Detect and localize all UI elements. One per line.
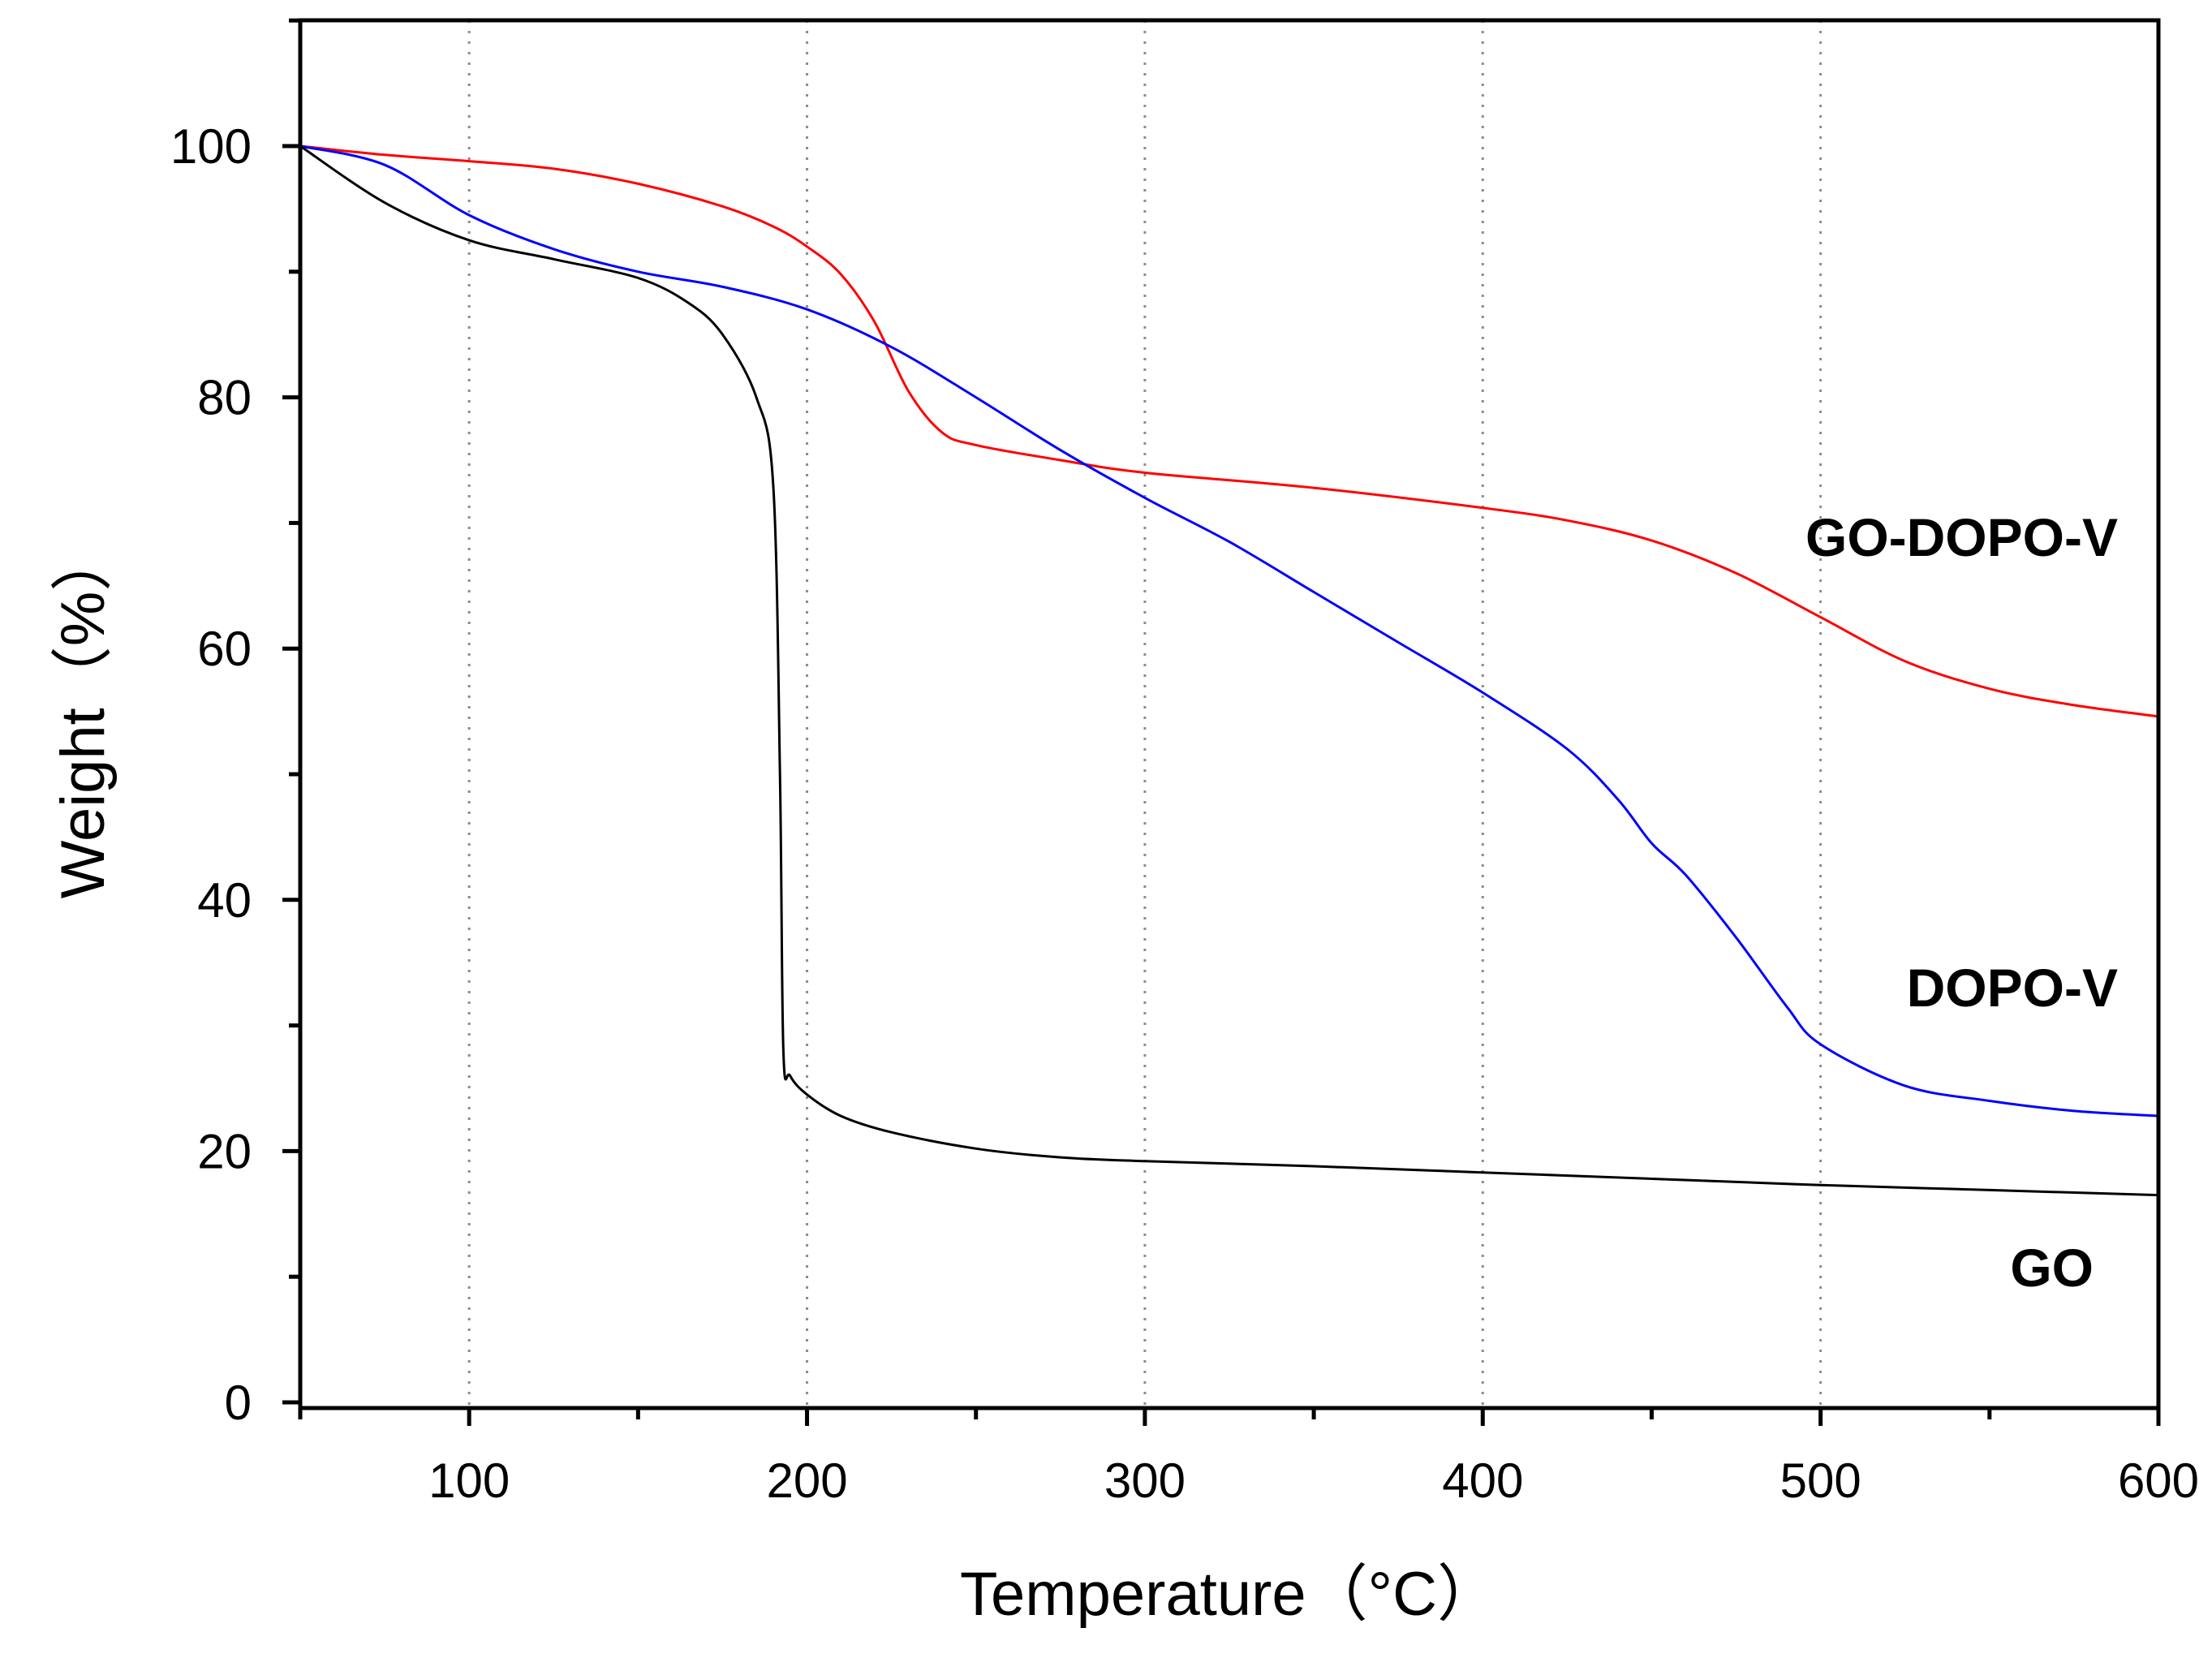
x-axis-title: Temperature（°C） bbox=[960, 1560, 1499, 1629]
x-tick-label-300: 300 bbox=[1104, 1453, 1186, 1508]
y-tick-label-80: 80 bbox=[197, 371, 252, 425]
x-tick-label-400: 400 bbox=[1442, 1453, 1523, 1508]
x-tick-label-500: 500 bbox=[1780, 1453, 1861, 1508]
x-tick-label-100: 100 bbox=[428, 1453, 510, 1508]
y-tick-label-0: 0 bbox=[225, 1376, 252, 1430]
axis-tick-labels: 100 200 300 400 500 600 0 20 40 60 80 100 bbox=[170, 119, 2199, 1508]
y-tick-label-40: 40 bbox=[197, 873, 252, 928]
series-lines bbox=[299, 144, 2159, 1197]
y-tick-label-100: 100 bbox=[170, 119, 252, 174]
series-label-dopo-v: DOPO-V bbox=[1907, 958, 2118, 1018]
axis-ticks bbox=[282, 18, 2161, 1426]
series-line-dopo-v bbox=[299, 144, 2159, 1118]
y-axis-title: Weight（%） bbox=[49, 530, 118, 899]
y-tick-label-60: 60 bbox=[197, 622, 252, 676]
series-label-go-dopo-v: GO-DOPO-V bbox=[1805, 507, 2118, 567]
series-label-go: GO bbox=[2010, 1238, 2094, 1298]
y-tick-label-20: 20 bbox=[197, 1124, 252, 1178]
x-tick-label-200: 200 bbox=[766, 1453, 847, 1508]
x-tick-label-600: 600 bbox=[2118, 1453, 2199, 1508]
series-line-go-dopo-v bbox=[299, 144, 2159, 718]
grid-lines bbox=[467, 20, 1823, 1408]
series-line-go bbox=[299, 144, 2159, 1197]
plot-frame bbox=[298, 18, 2161, 1410]
